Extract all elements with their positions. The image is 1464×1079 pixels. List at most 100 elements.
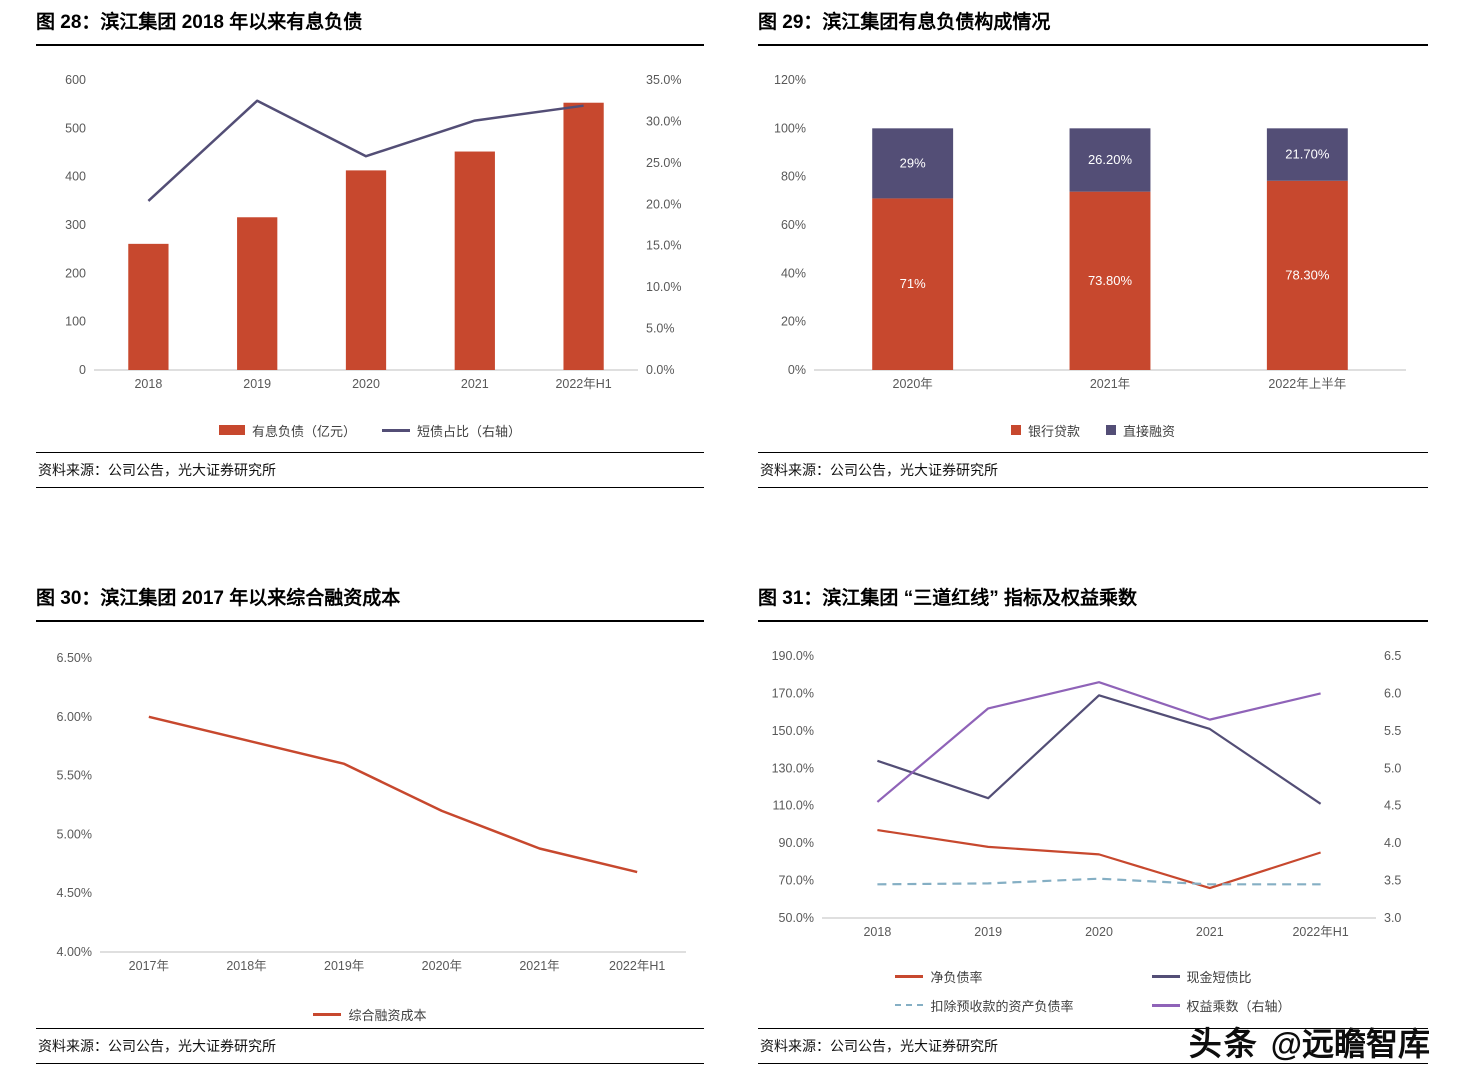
watermark-handle: @远瞻智库 [1270, 1026, 1430, 1062]
svg-text:26.20%: 26.20% [1088, 152, 1133, 167]
figure-29-legend: 银行贷款 直接融资 [758, 421, 1428, 440]
svg-text:4.00%: 4.00% [57, 945, 92, 959]
svg-text:4.50%: 4.50% [57, 886, 92, 900]
svg-text:2021: 2021 [1196, 925, 1224, 939]
svg-text:2020: 2020 [352, 377, 380, 391]
svg-text:20.0%: 20.0% [646, 197, 681, 211]
svg-text:6.5: 6.5 [1384, 649, 1401, 663]
svg-text:70.0%: 70.0% [779, 873, 814, 887]
svg-text:25.0%: 25.0% [646, 156, 681, 170]
svg-text:190.0%: 190.0% [772, 649, 814, 663]
svg-text:2020年: 2020年 [422, 959, 462, 973]
svg-text:2021年: 2021年 [519, 959, 559, 973]
figure-30-legend: 综合融资成本 [36, 1005, 704, 1024]
legend-item: 直接融资 [1106, 421, 1175, 440]
svg-text:2019: 2019 [243, 377, 271, 391]
figure-31-chart-canvas: 50.0% 70.0% 90.0% 110.0% 130.0% 150.0% 170.0% 1… [758, 630, 1428, 965]
svg-text:20%: 20% [781, 314, 806, 328]
legend-item: 现金短债比 [1151, 967, 1252, 986]
svg-text:120%: 120% [774, 73, 806, 87]
watermark-toutiao-logo: 头条 [1188, 1025, 1259, 1062]
figure-28-legend: 有息负债（亿元） 短债占比（右轴） [36, 421, 704, 440]
legend-item: 综合融资成本 [313, 1005, 427, 1024]
figure-28-title: 图 28：滨江集团 2018 年以来有息负债 [36, 10, 704, 46]
svg-text:73.80%: 73.80% [1088, 273, 1133, 288]
svg-text:35.0%: 35.0% [646, 73, 681, 87]
chart-svg: 0 100 200 300 400 500 600 0.0% 5.0% 10.0% 15.0% 20.… [65, 73, 681, 391]
svg-text:0.0%: 0.0% [646, 363, 675, 377]
svg-text:5.0: 5.0 [1384, 761, 1401, 775]
svg-text:2020年: 2020年 [893, 377, 933, 391]
legend-label: 银行贷款 [1027, 423, 1080, 439]
legend-swatch [382, 428, 410, 432]
svg-text:2019: 2019 [974, 925, 1002, 939]
legend-label: 净负债率 [930, 969, 983, 985]
svg-text:2022年H1: 2022年H1 [609, 959, 665, 973]
legend-item: 银行贷款 [1010, 421, 1080, 440]
svg-text:0%: 0% [788, 363, 806, 377]
legend-swatch [218, 425, 245, 436]
svg-text:90.0%: 90.0% [779, 836, 814, 850]
svg-text:21.70%: 21.70% [1285, 146, 1330, 161]
svg-text:4.0: 4.0 [1384, 836, 1401, 850]
svg-text:500: 500 [65, 121, 86, 135]
svg-text:15.0%: 15.0% [646, 239, 681, 253]
svg-text:29%: 29% [900, 155, 926, 170]
svg-text:600: 600 [65, 73, 86, 87]
legend-label: 短债占比（右轴） [417, 423, 522, 439]
figures-grid: 图 28：滨江集团 2018 年以来有息负债 0 100 200 300 400 500 6… [36, 10, 1428, 1064]
svg-text:150.0%: 150.0% [772, 724, 814, 738]
figure-29-chart-canvas: 0% 20% 40% 60% 80% 100% 120% 2020年 2021年 2022年上半年… [758, 54, 1428, 419]
svg-text:2018: 2018 [134, 377, 162, 391]
legend-swatch [1151, 1003, 1180, 1007]
figure-31-title: 图 31：滨江集团 “三道红线” 指标及权益乘数 [758, 586, 1428, 622]
legend-label: 扣除预收款的资产负债率 [930, 998, 1074, 1014]
legend-label: 权益乘数（右轴） [1186, 998, 1291, 1014]
legend-label: 现金短债比 [1186, 969, 1252, 985]
legend-swatch [1151, 974, 1180, 978]
figure-29-title: 图 29：滨江集团有息负债构成情况 [758, 10, 1428, 46]
svg-text:2022年上半年: 2022年上半年 [1268, 377, 1346, 391]
svg-text:2018年: 2018年 [226, 959, 266, 973]
legend-label: 有息负债（亿元） [251, 423, 356, 439]
svg-text:6.0: 6.0 [1384, 686, 1401, 700]
svg-text:400: 400 [65, 169, 86, 183]
svg-text:40%: 40% [781, 266, 806, 280]
svg-text:130.0%: 130.0% [772, 761, 814, 775]
svg-text:2021年: 2021年 [1090, 377, 1130, 391]
figure-29-panel: 图 29：滨江集团有息负债构成情况 0% 20% 40% 60% 80% 100% 120%… [758, 10, 1428, 488]
legend-swatch [895, 974, 924, 978]
chart-svg: 4.00% 4.50% 5.00% 5.50% 6.00% 6.50% 2017年 2018年… [57, 651, 686, 973]
svg-text:3.5: 3.5 [1384, 873, 1401, 887]
legend-item: 扣除预收款的资产负债率 [895, 996, 1074, 1015]
chart-svg: 50.0% 70.0% 90.0% 110.0% 130.0% 150.0% 170.0% 1… [772, 649, 1402, 939]
figure-29-source-note: 资料来源：公司公告，光大证券研究所 [758, 452, 1428, 488]
legend-swatch [895, 1004, 924, 1007]
svg-text:3.0: 3.0 [1384, 911, 1401, 925]
legend-item: 有息负债（亿元） [218, 421, 356, 440]
svg-text:5.00%: 5.00% [57, 827, 92, 841]
chart-svg: 0% 20% 40% 60% 80% 100% 120% 2020年 2021年 2022年上半年… [774, 73, 1406, 391]
svg-text:200: 200 [65, 266, 86, 280]
svg-text:5.50%: 5.50% [57, 768, 92, 782]
svg-text:4.5: 4.5 [1384, 799, 1401, 813]
figure-31-panel: 图 31：滨江集团 “三道红线” 指标及权益乘数 50.0% 70.0% 90.0%… [758, 586, 1428, 1064]
svg-text:2021: 2021 [461, 377, 489, 391]
svg-text:170.0%: 170.0% [772, 686, 814, 700]
svg-text:110.0%: 110.0% [773, 799, 814, 813]
svg-text:100: 100 [65, 314, 86, 328]
svg-text:60%: 60% [781, 218, 806, 232]
figure-30-source-note: 资料来源：公司公告，光大证券研究所 [36, 1028, 704, 1064]
figure-31-legend: 净负债率 现金短债比扣除预收款的资产负债率 权益乘数（右轴） [758, 967, 1428, 1015]
svg-text:6.00%: 6.00% [57, 710, 92, 724]
svg-text:6.50%: 6.50% [57, 651, 92, 665]
legend-swatch [1106, 425, 1116, 436]
legend-label: 综合融资成本 [348, 1007, 427, 1023]
svg-text:10.0%: 10.0% [646, 280, 681, 294]
legend-label: 直接融资 [1123, 423, 1176, 439]
svg-text:2019年: 2019年 [324, 959, 364, 973]
legend-item: 短债占比（右轴） [382, 421, 521, 440]
legend-item: 权益乘数（右轴） [1151, 996, 1291, 1015]
svg-text:300: 300 [65, 218, 86, 232]
